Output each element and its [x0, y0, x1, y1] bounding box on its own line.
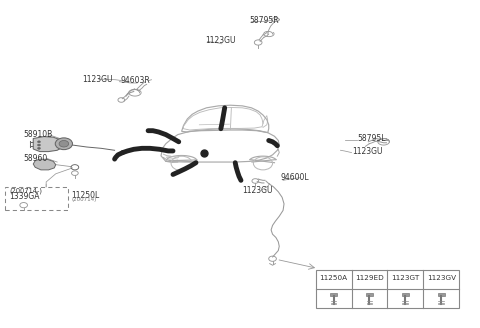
Text: 58795L: 58795L — [358, 134, 386, 143]
Text: 94603R: 94603R — [120, 76, 150, 85]
Bar — [438, 293, 444, 296]
Polygon shape — [33, 136, 63, 152]
Text: 58960: 58960 — [24, 154, 48, 163]
Text: (200714): (200714) — [72, 197, 97, 202]
Text: 94600L: 94600L — [281, 173, 309, 182]
Bar — [366, 293, 373, 296]
Text: 1123GU: 1123GU — [82, 74, 112, 84]
Circle shape — [37, 144, 40, 146]
Circle shape — [37, 141, 40, 143]
Text: 58795R: 58795R — [250, 16, 279, 25]
Text: 1129ED: 1129ED — [355, 276, 384, 281]
Text: 1123GU: 1123GU — [205, 36, 236, 45]
Bar — [316, 270, 459, 308]
Circle shape — [55, 138, 72, 150]
Text: 1123GV: 1123GV — [427, 276, 456, 281]
Text: 11250A: 11250A — [320, 276, 348, 281]
Text: 1123GT: 1123GT — [391, 276, 420, 281]
Text: 1123GU: 1123GU — [352, 147, 383, 156]
Bar — [330, 293, 337, 296]
Circle shape — [59, 140, 69, 147]
Text: (200714-): (200714-) — [9, 188, 42, 194]
Text: 58910B: 58910B — [24, 130, 53, 139]
Text: 11250L: 11250L — [72, 191, 100, 199]
Text: 1123GU: 1123GU — [242, 186, 273, 195]
Text: 1339GA: 1339GA — [9, 192, 40, 201]
Polygon shape — [33, 159, 56, 170]
Bar — [402, 293, 408, 296]
Circle shape — [37, 147, 40, 149]
